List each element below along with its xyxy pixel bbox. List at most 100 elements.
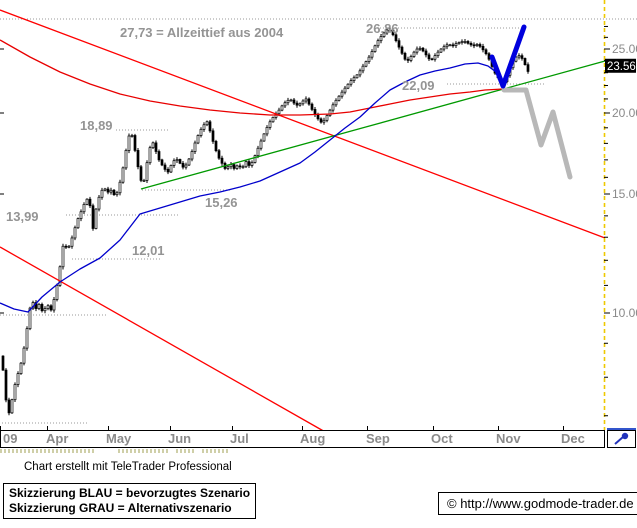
candle-body bbox=[271, 117, 275, 123]
candle-body bbox=[310, 103, 314, 110]
candle-body bbox=[25, 328, 29, 349]
candle-body bbox=[292, 99, 296, 104]
level-label-22.09: 22,09 bbox=[402, 78, 435, 93]
level-label-26.86: 26,86 bbox=[366, 21, 399, 36]
candle-body bbox=[364, 61, 368, 67]
candlestick-series bbox=[1, 27, 530, 416]
candle-body bbox=[163, 164, 167, 170]
candle-body bbox=[316, 114, 320, 120]
candle-body bbox=[472, 44, 476, 47]
candle-body bbox=[136, 150, 140, 168]
candle-body bbox=[226, 166, 230, 169]
axis-strip-segment bbox=[118, 449, 170, 453]
candle-body bbox=[277, 109, 281, 115]
candle-body bbox=[67, 245, 71, 248]
candle-body bbox=[424, 50, 428, 56]
candle-body bbox=[454, 43, 458, 46]
scenario-sketches bbox=[489, 24, 573, 180]
candle-body bbox=[466, 41, 470, 44]
ma-mid-blue bbox=[0, 62, 504, 313]
candle-body bbox=[19, 362, 23, 374]
last-price-label: 23.56 bbox=[607, 61, 636, 73]
candle-body bbox=[208, 121, 212, 132]
axis-strip-segment bbox=[202, 449, 228, 453]
candle-body bbox=[322, 119, 326, 123]
candle-body bbox=[328, 109, 332, 116]
candle-body bbox=[367, 56, 371, 62]
candle-body bbox=[103, 188, 107, 191]
copyright-box: © http://www.godmode-trader.de bbox=[438, 492, 637, 515]
candle-body bbox=[202, 124, 206, 130]
pushpin-button[interactable] bbox=[607, 428, 636, 448]
chart-credit-note: Chart erstellt mit TeleTrader Profession… bbox=[24, 461, 232, 473]
candle-body bbox=[97, 196, 101, 210]
candle-body bbox=[517, 55, 521, 58]
x-month-label-Nov: Nov bbox=[496, 431, 521, 446]
candle-body bbox=[421, 47, 425, 52]
candle-body bbox=[94, 208, 98, 229]
candle-body bbox=[181, 162, 185, 168]
candle-body bbox=[430, 58, 434, 61]
copyright-url: © http://www.godmode-trader.de bbox=[447, 496, 634, 511]
candle-body bbox=[46, 305, 50, 309]
candle-body bbox=[247, 161, 251, 166]
ma-long-red bbox=[0, 39, 504, 116]
candle-body bbox=[298, 103, 302, 106]
candle-body bbox=[379, 36, 383, 42]
candle-body bbox=[112, 189, 116, 196]
candle-body bbox=[265, 127, 269, 135]
candle-body bbox=[439, 48, 443, 53]
candle-body bbox=[289, 99, 293, 102]
candle-body bbox=[145, 162, 149, 181]
axis-strip-segment bbox=[176, 449, 196, 453]
y-axis: 25.00 20.00 15.00 10.00 23.56 bbox=[0, 0, 637, 430]
candle-body bbox=[73, 227, 77, 239]
candle-body bbox=[409, 56, 413, 61]
candle-body bbox=[217, 150, 221, 159]
candle-body bbox=[160, 159, 164, 166]
candle-body bbox=[79, 211, 83, 219]
pushpin-needle bbox=[614, 436, 624, 445]
axis-strip-segment bbox=[0, 449, 96, 453]
candle-body bbox=[187, 158, 191, 166]
candle-body bbox=[214, 141, 218, 152]
downtrend-line-steep bbox=[0, 246, 328, 434]
candle-body bbox=[10, 399, 14, 414]
trendlines bbox=[0, 9, 606, 434]
candle-body bbox=[361, 65, 365, 72]
candle-body bbox=[523, 58, 527, 66]
candle-body bbox=[37, 304, 41, 309]
candle-body bbox=[118, 181, 122, 194]
candle-body bbox=[43, 308, 47, 312]
candle-body bbox=[403, 52, 407, 60]
candle-body bbox=[346, 83, 350, 89]
candle-body bbox=[388, 29, 392, 32]
candle-body bbox=[448, 44, 452, 47]
x-month-label-Apr: Apr bbox=[46, 431, 68, 446]
candle-body bbox=[184, 164, 188, 168]
candle-body bbox=[133, 135, 137, 151]
level-label-18.89: 18,89 bbox=[80, 118, 113, 133]
level-label-27.73: 27,73 = Allzeittief aus 2004 bbox=[120, 25, 284, 40]
candle-body bbox=[139, 166, 143, 181]
candle-body bbox=[76, 218, 80, 229]
candle-body bbox=[481, 46, 485, 51]
candle-body bbox=[457, 42, 461, 45]
preferred-scenario-sketch bbox=[489, 24, 527, 89]
moving-averages bbox=[0, 39, 504, 313]
candle-body bbox=[418, 47, 422, 50]
candle-body bbox=[412, 51, 416, 57]
price-level-labels: 27,73 = Allzeittief aus 2004 26,86 22,09 18… bbox=[6, 21, 435, 258]
candle-body bbox=[484, 49, 488, 55]
candle-body bbox=[85, 198, 89, 205]
legend-line-blue: Skizzierung BLAU = bevorzugtes Szenario bbox=[9, 486, 251, 500]
candle-body bbox=[121, 167, 125, 183]
y-tick-label-20: 20.00 bbox=[612, 106, 637, 120]
candle-body bbox=[394, 34, 398, 42]
scenario-legend-box: Skizzierung BLAU = bevorzugtes Szenario … bbox=[3, 483, 257, 519]
candle-body bbox=[55, 285, 59, 300]
pushpin-icon bbox=[621, 432, 629, 440]
candle-body bbox=[337, 95, 341, 101]
candle-body bbox=[172, 160, 176, 166]
candle-body bbox=[268, 121, 272, 128]
